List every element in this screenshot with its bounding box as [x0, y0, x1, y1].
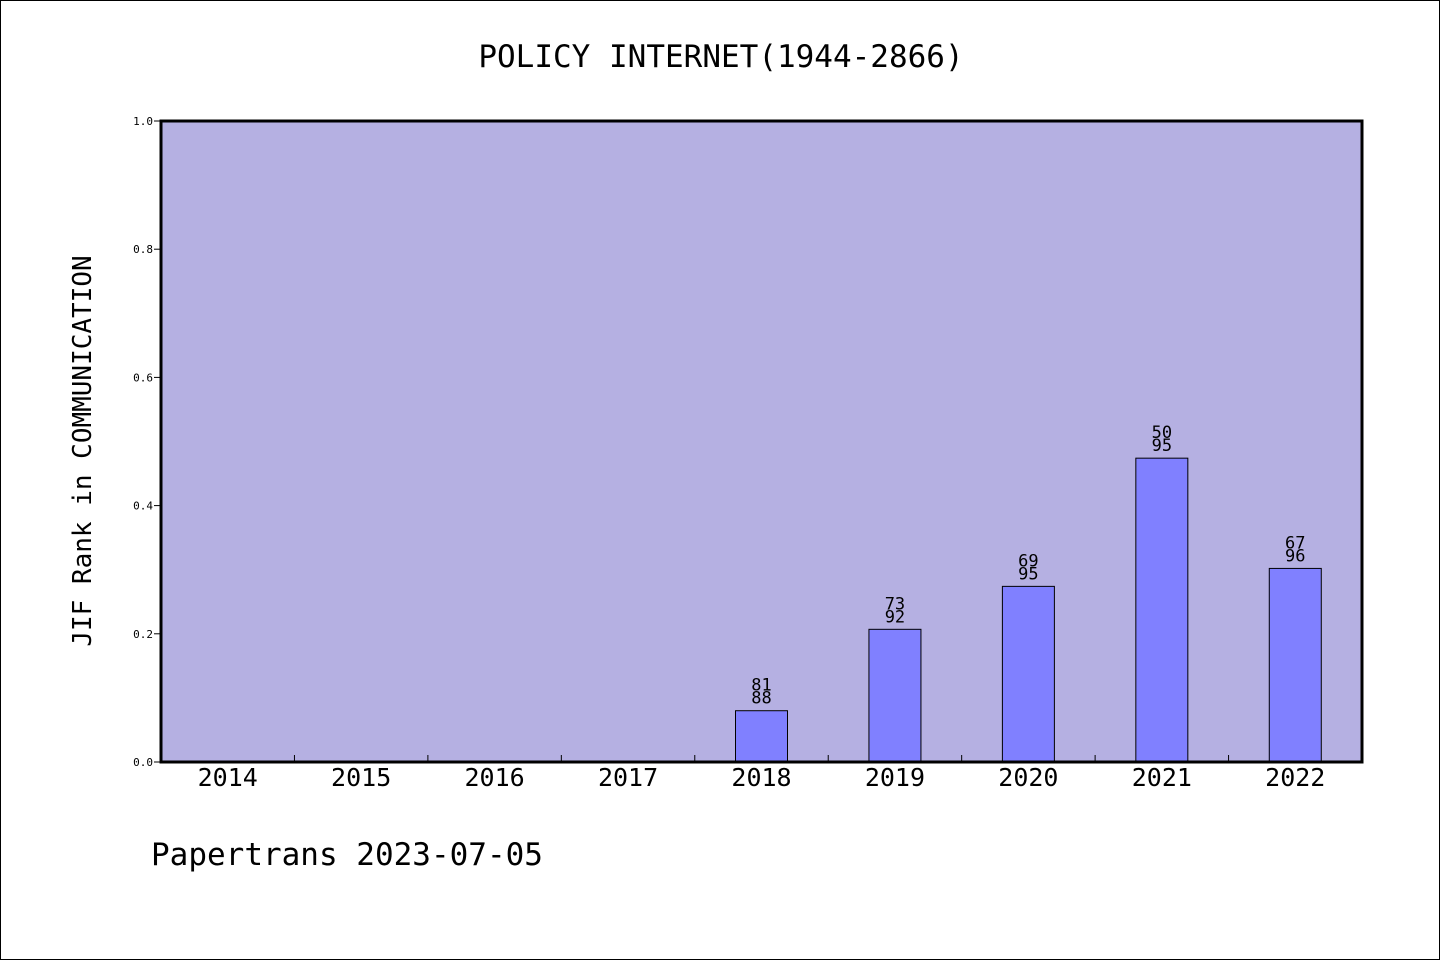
y-axis-ticks: 0.0 0.2 0.4 0.6 0.8 1.0	[133, 115, 161, 769]
footer-text: Papertrans 2023-07-05	[151, 837, 543, 873]
x-tick-label: 2018	[731, 763, 791, 792]
y-tick-label: 0.0	[133, 756, 153, 769]
x-tick-label: 2014	[198, 763, 258, 792]
x-axis-ticks: 2014 2015 2016 2017 2018 2019 2020 2021 2022	[198, 755, 1325, 792]
bar	[735, 710, 788, 763]
bar-total-label: 92	[885, 607, 905, 627]
chart-title: POLICY INTERNET(1944-2866)	[478, 39, 963, 75]
bar-total-label: 95	[1018, 564, 1038, 584]
x-tick-label: 2017	[598, 763, 658, 792]
x-tick-label: 2021	[1132, 763, 1192, 792]
bar-total-label: 95	[1152, 436, 1172, 456]
bar-rank-label: 73	[885, 594, 905, 614]
x-tick-label: 2016	[465, 763, 525, 792]
bar	[868, 628, 922, 763]
y-tick-label: 0.6	[133, 371, 153, 384]
plot-border	[159, 119, 1364, 764]
y-tick-label: 0.4	[133, 500, 153, 513]
x-tick-label: 2015	[331, 763, 391, 792]
bar-rank-label: 50	[1152, 423, 1172, 443]
y-tick-label: 1.0	[133, 115, 153, 128]
y-axis-label: JIF Rank in COMMUNICATION	[68, 255, 98, 646]
y-tick-label: 0.2	[133, 628, 153, 641]
bar-total-label: 88	[751, 689, 771, 709]
bar-rank-label: 69	[1018, 551, 1038, 571]
bar-rank-label: 67	[1285, 533, 1305, 553]
bar	[1135, 457, 1189, 763]
bar	[1268, 567, 1322, 763]
bar	[1001, 585, 1055, 763]
bar-rank-label: 81	[751, 676, 771, 696]
x-tick-label: 2020	[998, 763, 1058, 792]
bars	[735, 457, 1322, 763]
x-tick-label: 2022	[1265, 763, 1325, 792]
y-tick-label: 0.8	[133, 243, 153, 256]
x-tick-label: 2019	[865, 763, 925, 792]
bar-total-label: 96	[1285, 546, 1305, 566]
